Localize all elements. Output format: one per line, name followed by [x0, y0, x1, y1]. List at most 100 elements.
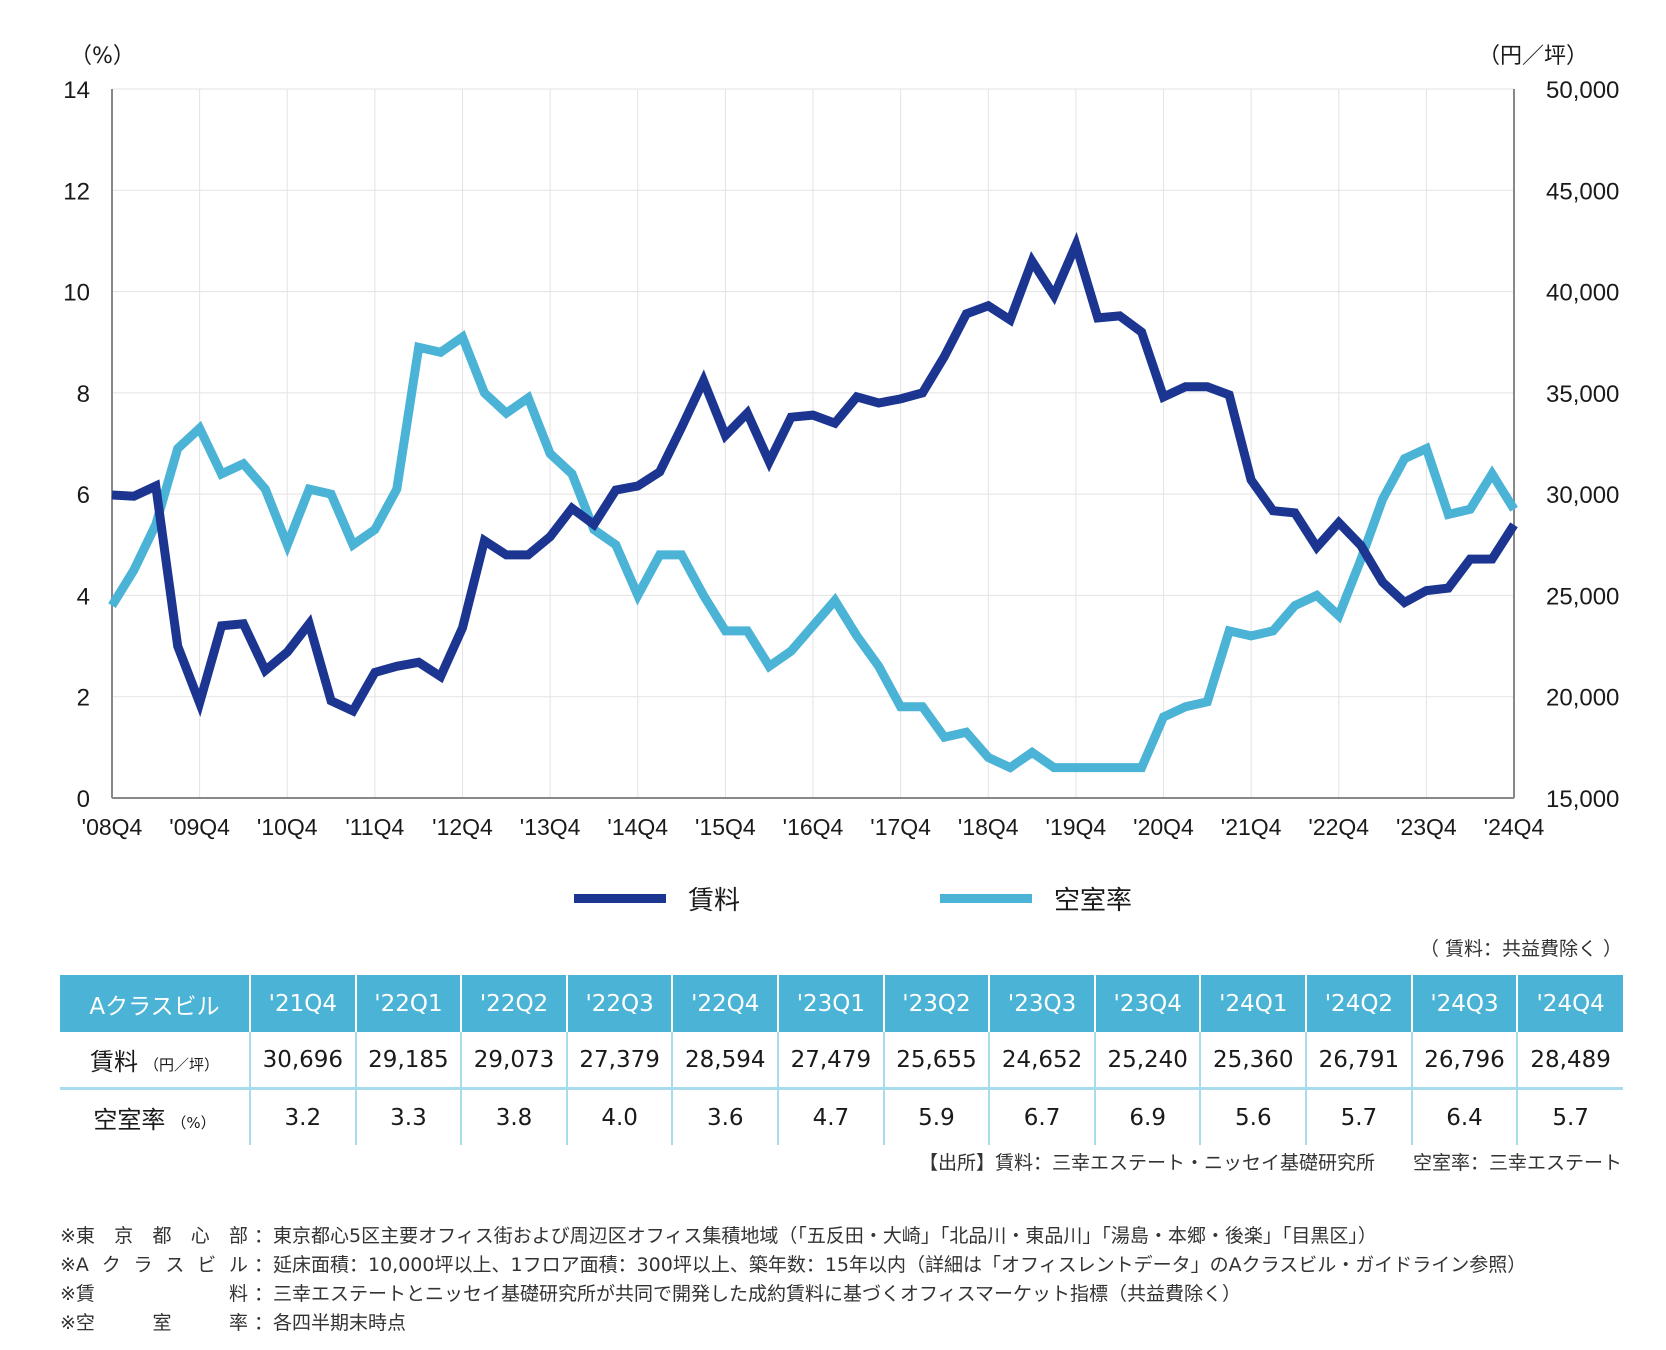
row-label-rent: 賃料 （円／坪）: [60, 1032, 251, 1090]
legend-label-rent: 賃料: [687, 886, 740, 916]
table-column-header: '22Q1: [355, 975, 463, 1032]
right-axis-unit-label: （円／坪）: [1478, 44, 1588, 69]
data-table: Aクラスビル '21Q4'22Q1'22Q2'22Q3'22Q4'23Q1'23…: [60, 975, 1623, 1145]
footnote-label-char: ※東: [60, 1225, 95, 1247]
table-cell-rent: 29,073: [461, 1032, 568, 1090]
footnote-text: ：各四半期末時点: [254, 1312, 407, 1334]
x-axis-tick-label: '24Q4: [1484, 814, 1545, 840]
legend-swatch-vacancy: [940, 894, 1032, 903]
x-axis-tick-label: '08Q4: [82, 814, 143, 840]
table-cell-vacancy: 4.0: [566, 1088, 674, 1145]
footnote-label-char: ※A: [60, 1254, 89, 1276]
table-cell-rent: 26,796: [1411, 1032, 1519, 1090]
table-column-header: '22Q2: [461, 975, 568, 1032]
footnote-label-char: 心: [190, 1225, 210, 1247]
footnote-text: ：延床面積：10,000坪以上、1フロア面積：300坪以上、築年数：15年以内（…: [254, 1254, 1527, 1276]
table-column-header: '24Q4: [1517, 975, 1623, 1032]
footnote-row: ※A クラスビル ：延床面積：10,000坪以上、1フロア面積：300坪以上、築年数…: [60, 1251, 1526, 1280]
x-axis-tick-label: '23Q4: [1396, 814, 1457, 840]
table-cell-rent: 27,479: [778, 1032, 885, 1090]
table-cell-vacancy: 5.7: [1306, 1088, 1413, 1145]
vacancy-label: 空室率: [93, 1106, 166, 1134]
table-column-header: '24Q1: [1200, 975, 1308, 1032]
x-axis-tick-label: '22Q4: [1308, 814, 1369, 840]
right-axis-tick-label: 15,000: [1546, 786, 1619, 813]
footnote-label-char: ※空: [60, 1312, 95, 1334]
left-axis-tick-label: 6: [77, 482, 90, 509]
left-axis-tick-label: 10: [63, 280, 90, 307]
x-axis-tick-label: '19Q4: [1046, 814, 1107, 840]
rent-label: 賃料: [89, 1048, 138, 1076]
table-cell-rent: 25,240: [1094, 1032, 1202, 1090]
table-cell-rent: 24,652: [989, 1032, 1096, 1090]
footnote-text: ：三幸エステートとニッセイ基礎研究所が共同で開発した成約賃料に基づくオフィスマー…: [254, 1283, 1242, 1305]
footnote-label: ※賃 料: [60, 1280, 248, 1309]
x-axis-tick-label: '18Q4: [958, 814, 1019, 840]
axis-labels: 0 15,000 2 20,000 4 25,000 6 30,000 8 35,000 10 40,…: [63, 44, 1619, 840]
table-corner-label: Aクラスビル: [60, 975, 251, 1032]
legend-item-rent: 賃料: [573, 880, 740, 917]
table-cell-rent: 28,489: [1517, 1032, 1623, 1090]
table-column-header: '24Q2: [1306, 975, 1413, 1032]
table-cell-vacancy: 3.6: [672, 1088, 780, 1145]
footnote-row: ※賃 料 ：三幸エステートとニッセイ基礎研究所が共同で開発した成約賃料に基づくオフィ…: [60, 1280, 1526, 1309]
right-axis-tick-label: 30,000: [1546, 482, 1619, 509]
table-cell-vacancy: 5.7: [1552, 1104, 1589, 1131]
x-axis-tick-label: '14Q4: [607, 814, 668, 840]
left-axis-tick-label: 0: [77, 786, 90, 813]
table-cell-vacancy: 3.8: [461, 1088, 568, 1145]
right-axis-tick-label: 50,000: [1546, 77, 1619, 104]
footnote-label-char: ク: [101, 1254, 121, 1276]
table-cell-rent: 29,185: [355, 1032, 463, 1090]
table-column-header: '23Q1: [778, 975, 885, 1032]
x-axis-tick-label: '15Q4: [695, 814, 756, 840]
legend: 賃料 空室率: [0, 880, 1666, 917]
footnote-label: ※A クラスビル: [60, 1251, 248, 1280]
table-column-header: '23Q2: [883, 975, 991, 1032]
table-cell-vacancy: 3.3: [355, 1088, 463, 1145]
grid: [111, 88, 1515, 799]
footnote-label: ※東京都心部: [60, 1222, 248, 1251]
x-axis-tick-label: '17Q4: [870, 814, 931, 840]
x-axis-tick-label: '09Q4: [169, 814, 230, 840]
legend-label-vacancy: 空室率: [1054, 886, 1133, 916]
right-axis-tick-label: 40,000: [1546, 280, 1619, 307]
table-cell-vacancy: 3.2: [250, 1088, 357, 1145]
footnote-label-char: 部: [228, 1225, 248, 1247]
footnote-label-char: ※賃: [60, 1283, 95, 1305]
x-axis-tick-label: '21Q4: [1221, 814, 1282, 840]
table-cell-rent: 30,696: [250, 1032, 357, 1090]
table-cell-vacancy: 5.9: [883, 1088, 991, 1145]
source-note: 【出所】賃料：三幸エステート・ニッセイ基礎研究所 空室率：三幸エステート: [918, 1152, 1622, 1174]
x-axis-tick-label: '20Q4: [1133, 814, 1194, 840]
table-cell-rent: 25,655: [883, 1032, 991, 1090]
table-cell-rent: 28,594: [672, 1032, 780, 1090]
footnote-label-char: 都: [152, 1225, 172, 1247]
x-axis-tick-label: '12Q4: [432, 814, 493, 840]
table-column-header: '24Q3: [1411, 975, 1519, 1032]
x-axis-tick-label: '13Q4: [520, 814, 581, 840]
footnote-row: ※空 室 率 ：各四半期末時点: [60, 1309, 1526, 1338]
footnotes: ※東京都心部 ：東京都心5区主要オフィス街および周辺区オフィス集積地域（「五反田・…: [60, 1222, 1526, 1338]
table-header-row: Aクラスビル '21Q4'22Q1'22Q2'22Q3'22Q4'23Q1'23…: [60, 975, 1623, 1032]
left-axis-tick-label: 12: [63, 178, 90, 205]
left-axis-unit-label: （%）: [70, 44, 135, 69]
footnote-label-char: ビ: [197, 1254, 217, 1276]
table-row-vacancy: 空室率 （%） 3.2 3.3 3.8 4.0 3.6 4.7 5.9 6.7 6.9 5.6 5.7…: [60, 1088, 1623, 1145]
table-cell-rent: 26,791: [1306, 1032, 1413, 1090]
footnote-label-char: ス: [165, 1254, 185, 1276]
table-row-rent: 賃料 （円／坪） 30,696 29,185 29,073 27,379 28,594 27…: [60, 1032, 1623, 1090]
left-axis-tick-label: 8: [77, 381, 90, 408]
footnote-label-char: ラ: [133, 1254, 153, 1276]
x-axis-tick-label: '11Q4: [345, 814, 404, 840]
table-column-header: '22Q4: [672, 975, 780, 1032]
right-axis-tick-label: 35,000: [1546, 381, 1619, 408]
vacancy-unit: （%）: [171, 1114, 216, 1132]
footnote-label-char: 料: [228, 1283, 248, 1305]
table-column-header: '23Q4: [1094, 975, 1202, 1032]
table-column-header: '21Q4: [250, 975, 357, 1032]
x-axis-tick-label: '10Q4: [257, 814, 318, 840]
right-axis-tick-label: 25,000: [1546, 583, 1619, 610]
right-axis-tick-label: 20,000: [1546, 685, 1619, 712]
line-chart: 0 15,000 2 20,000 4 25,000 6 30,000 8 35,000 10 40,…: [63, 44, 1619, 840]
